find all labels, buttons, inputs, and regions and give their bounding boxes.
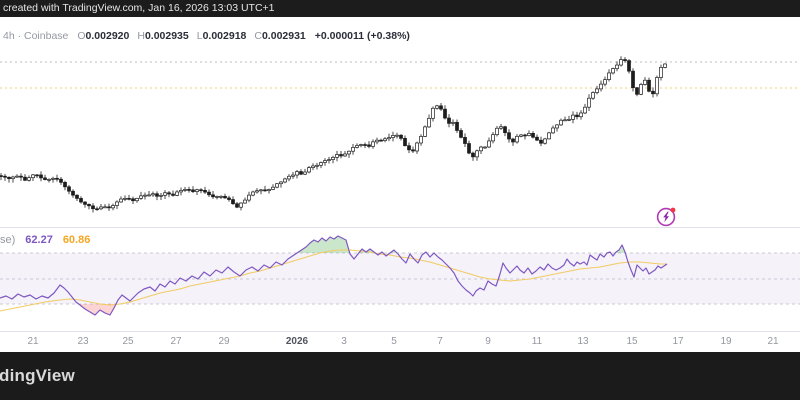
- symbol-row: 4h · Coinbase O0.002920 H0.002935 L0.00291…: [3, 29, 410, 43]
- pane-separator[interactable]: [0, 227, 800, 228]
- axis-separator: [0, 331, 800, 332]
- price-lines: [0, 61, 800, 89]
- x-axis[interactable]: 21 23 25 27 29 2026 3 5 7 9 11 13 15 17 19 21: [0, 336, 800, 350]
- x-axis-label: 2026: [285, 336, 309, 347]
- x-axis-label: 15: [626, 336, 638, 347]
- rsi-label-row: se) 62.27 60.86: [0, 233, 90, 246]
- x-axis-label: 7: [437, 336, 443, 347]
- x-axis-label: 19: [720, 336, 732, 347]
- rsi-ma-line: [0, 249, 667, 312]
- footer-bar: dingView: [0, 352, 800, 400]
- x-axis-label: 5: [391, 336, 397, 347]
- tradingview-logo-text: dingView: [0, 366, 75, 385]
- lightning-refresh-button[interactable]: [654, 204, 679, 229]
- change-value: +0.000011 (+0.38%): [314, 30, 410, 42]
- ohlc-c: C0.002931: [254, 30, 306, 42]
- ohlc-o: O0.002920: [77, 30, 130, 42]
- rsi-indicator-label[interactable]: se): [0, 233, 16, 246]
- x-axis-label: 21: [767, 336, 779, 347]
- x-axis-label: 21: [27, 336, 39, 347]
- x-axis-label: 3: [341, 336, 347, 347]
- x-axis-label: 25: [122, 336, 134, 347]
- ohlc-h: H0.002935: [137, 30, 189, 42]
- rsi-pane: [0, 235, 800, 316]
- x-axis-label: 29: [218, 336, 230, 347]
- ohlc-values: O0.002920 H0.002935 L0.002918 C0.002931: [77, 30, 305, 42]
- rsi-value: 62.27: [25, 233, 53, 246]
- x-axis-label: 17: [672, 336, 684, 347]
- rsi-line: [0, 235, 668, 316]
- attribution-text: created with TradingView.com, Jan 16, 20…: [3, 2, 275, 14]
- lightning-icon: [656, 207, 676, 227]
- candlestick-series: [0, 56, 667, 213]
- rsi-ma-value: 60.86: [62, 233, 91, 246]
- symbol-interval-exchange[interactable]: 4h · Coinbase: [3, 30, 69, 42]
- ohlc-l: L0.002918: [196, 30, 247, 42]
- x-axis-label: 27: [170, 336, 182, 347]
- x-axis-label: 9: [485, 336, 491, 347]
- attribution-bar: created with TradingView.com, Jan 16, 20…: [0, 0, 800, 17]
- x-axis-label: 11: [531, 336, 543, 347]
- x-axis-label: 13: [577, 336, 589, 347]
- x-axis-label: 23: [77, 336, 89, 347]
- rsi-overbought-fill: [0, 236, 667, 253]
